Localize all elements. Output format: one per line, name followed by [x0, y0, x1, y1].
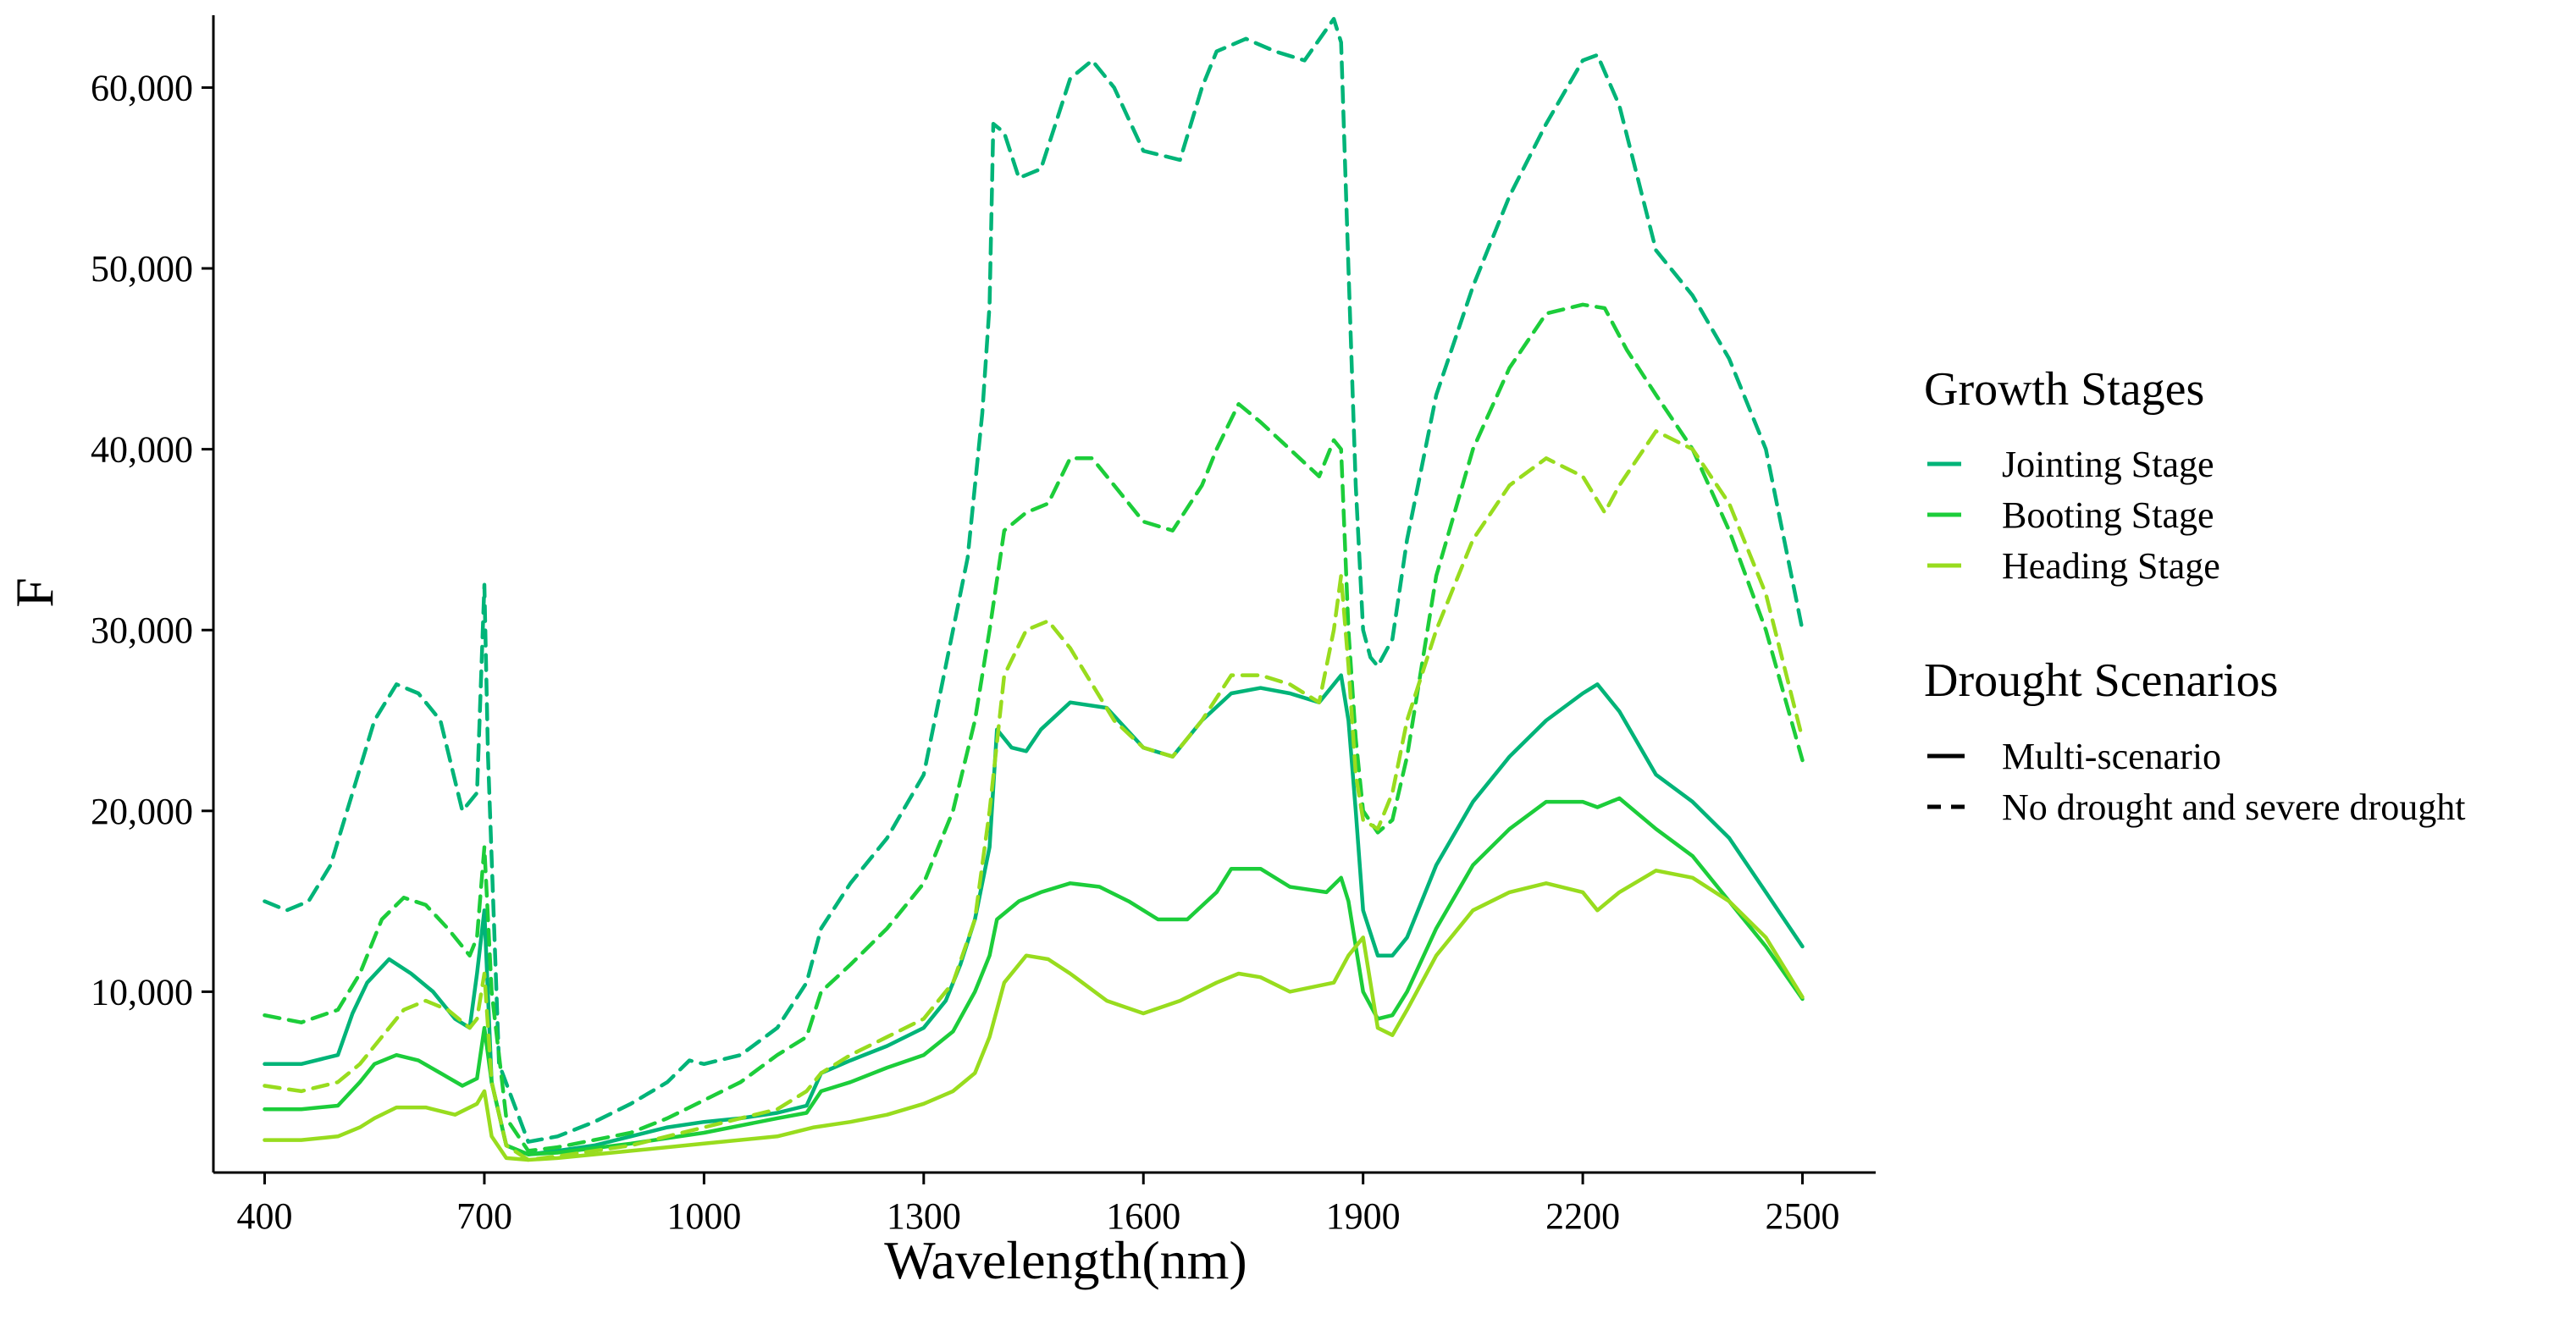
- series-line-heading-stage-solid: [263, 869, 1805, 1162]
- legend: Growth Stages Jointing Stage Booting Stag…: [1924, 363, 2465, 828]
- legend-growth-stages-items: Jointing Stage Booting Stage Heading Stage: [1927, 444, 2220, 587]
- x-tick-label: 400: [237, 1195, 293, 1237]
- x-tick-label: 1900: [1326, 1195, 1401, 1237]
- series-line-jointing-stage-solid: [263, 673, 1805, 1156]
- legend-label: No drought and severe drought: [2002, 786, 2465, 828]
- y-tick-label: 20,000: [91, 791, 193, 832]
- series-layer: [263, 17, 1805, 1162]
- series-line-booting-stage-dashed: [263, 302, 1805, 1153]
- legend-drought-scenarios-items: Multi-scenario No drought and severe drou…: [1927, 736, 2465, 828]
- y-tick-label: 50,000: [91, 248, 193, 290]
- series-line-heading-stage-dashed: [263, 429, 1805, 1162]
- series-line-booting-stage-solid: [263, 796, 1805, 1156]
- y-axis-title: F: [4, 577, 64, 608]
- legend-label: Multi-scenario: [2002, 736, 2221, 777]
- y-tick-label: 30,000: [91, 610, 193, 651]
- x-tick-label: 1000: [666, 1195, 741, 1237]
- series-line-jointing-stage-dashed: [263, 17, 1805, 1144]
- x-tick-label: 1600: [1106, 1195, 1180, 1237]
- x-axis-title: Wavelength(nm): [884, 1230, 1247, 1290]
- x-axis-ticks: 400 700 1000 1300 1600 1900 2200 2500: [237, 1173, 1840, 1237]
- x-tick-label: 700: [456, 1195, 512, 1237]
- axes-layer: 10,000 20,000 30,000 40,000 50,000 60,000 400…: [4, 15, 1876, 1290]
- y-axis-ticks: 10,000 20,000 30,000 40,000 50,000 60,000: [91, 67, 213, 1013]
- legend-label: Jointing Stage: [2002, 444, 2214, 485]
- y-tick-label: 40,000: [91, 429, 193, 471]
- x-tick-label: 1300: [887, 1195, 961, 1237]
- legend-drought-scenarios-title: Drought Scenarios: [1924, 654, 2278, 707]
- legend-growth-stages-title: Growth Stages: [1924, 363, 2204, 416]
- y-tick-label: 10,000: [91, 971, 193, 1013]
- y-tick-label: 60,000: [91, 67, 193, 108]
- x-tick-label: 2200: [1545, 1195, 1620, 1237]
- legend-label: Booting Stage: [2002, 494, 2214, 536]
- legend-label: Heading Stage: [2002, 545, 2220, 587]
- x-tick-label: 2500: [1766, 1195, 1840, 1237]
